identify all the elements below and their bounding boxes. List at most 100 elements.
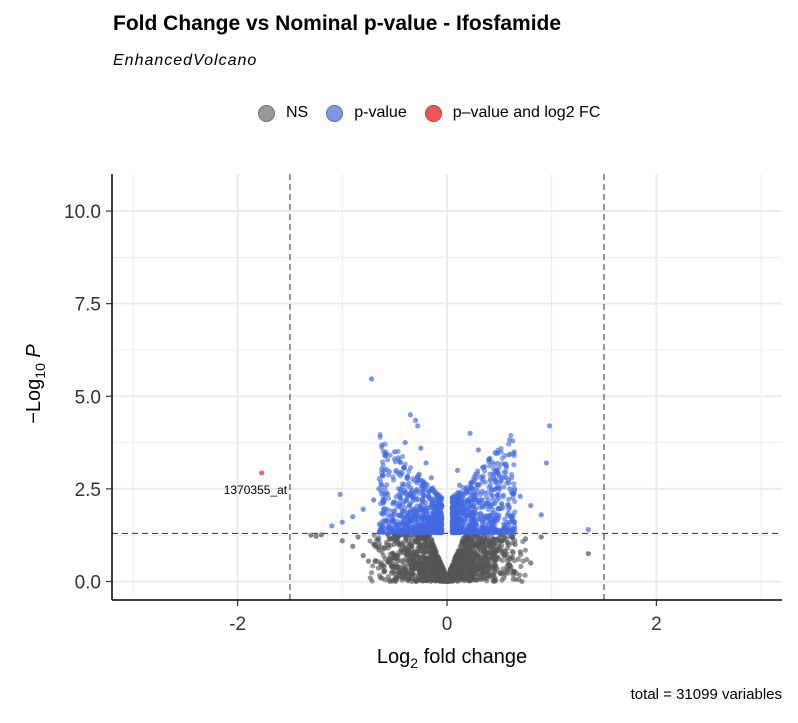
point-pvalue [428, 475, 434, 481]
point-ns [382, 577, 388, 583]
legend-item-pvalue-fc: p–value and log2 FC [424, 104, 600, 122]
point-pvalue [503, 469, 509, 475]
point-pvalue [507, 529, 514, 536]
point-pvalue [459, 497, 465, 503]
point-ns [370, 563, 376, 569]
y-tick-label: 0.0 [75, 572, 101, 593]
point-pvalue [546, 423, 553, 429]
point-pvalue [505, 502, 511, 508]
point-pvalue [397, 495, 403, 502]
point-pvalue [483, 500, 489, 507]
point-pvalue [389, 525, 395, 531]
point-pvalue [404, 520, 410, 526]
point-ns [498, 571, 504, 577]
point-ns [386, 555, 392, 561]
point-ns [455, 557, 461, 563]
point-ns [522, 536, 529, 542]
point-pvalue [403, 513, 410, 519]
point-pvalue [489, 525, 496, 531]
point-pvalue [377, 522, 383, 528]
point-ns [392, 563, 398, 569]
point-pvalue [395, 486, 402, 492]
point-pvalue [452, 512, 458, 518]
point-pvalue [384, 482, 390, 488]
point-ns [386, 536, 393, 542]
point-pvalue [495, 491, 502, 497]
point-pvalue [395, 455, 401, 461]
point-pvalue [438, 525, 444, 531]
point-ns [415, 536, 421, 542]
point-pvalue [469, 516, 475, 522]
point-ns [308, 532, 314, 538]
legend-item-pvalue: p-value [326, 104, 407, 122]
point-pvalue [413, 513, 419, 519]
point-pvalue [377, 434, 383, 440]
point-pvalue [480, 473, 486, 479]
point-ns [476, 561, 482, 567]
point-ns [367, 538, 373, 544]
point-pvalue [506, 496, 512, 502]
point-ns [444, 577, 450, 583]
point-pvalue [380, 463, 386, 469]
point-ns [313, 533, 319, 539]
point-pvalue [487, 463, 493, 469]
point-ns [433, 575, 440, 581]
point-ns [496, 547, 502, 553]
point-pvalue [511, 485, 517, 491]
point-ns [389, 578, 396, 584]
point-pvalue [403, 497, 409, 503]
point-pvalue [394, 500, 400, 506]
point-ns [402, 545, 408, 551]
point-ns [355, 534, 361, 540]
point-ns [318, 532, 324, 538]
point-ns [517, 549, 523, 555]
point-pvalue [402, 439, 408, 446]
point-pvalue [425, 489, 431, 495]
point-ns [422, 537, 428, 543]
point-ns [522, 547, 528, 553]
point-pvalue [472, 505, 479, 512]
point-pvalue [381, 517, 387, 523]
point-pvalue [381, 498, 387, 504]
point-ns [424, 577, 430, 583]
point-ns [418, 560, 424, 566]
point-pvalue [486, 456, 492, 462]
legend: NS p-value p–value and log2 FC [258, 104, 618, 122]
point-pvalue [407, 412, 413, 418]
point-pvalue [495, 450, 501, 456]
point-ns [418, 578, 424, 584]
point-pvalue [512, 509, 518, 515]
point-pvalue [464, 508, 470, 514]
point-pvalue [411, 518, 418, 524]
point-ns [585, 551, 591, 557]
point-pvalue [433, 504, 440, 510]
point-pvalue [416, 477, 422, 484]
legend-label-pvalue: p-value [354, 104, 407, 121]
point-pvalue [492, 479, 498, 486]
point-pvalue [423, 460, 429, 466]
point-ns [439, 572, 445, 578]
point-pvalue [418, 445, 424, 451]
point-ns [490, 547, 497, 553]
point-pvalue [506, 441, 512, 447]
point-pvalue [510, 438, 516, 444]
point-ns [470, 565, 476, 572]
point-pvalue [470, 528, 477, 534]
point-ns [481, 558, 487, 564]
point-ns [471, 561, 477, 568]
point-pvalue [413, 497, 419, 503]
point-pvalue [428, 496, 434, 502]
point-ns [400, 558, 406, 564]
point-pvalue [369, 376, 375, 382]
x-tick-label: 2 [651, 614, 662, 635]
point-ns [475, 577, 481, 583]
point-pvalue [400, 524, 406, 530]
point-pvalue [585, 527, 591, 533]
point-pvalue [416, 472, 422, 479]
point-ns [518, 563, 524, 570]
point-pvalue [492, 487, 498, 493]
point-ns [377, 572, 383, 579]
point-pvalue [392, 449, 398, 455]
point-ns [486, 538, 492, 544]
point-ns [397, 567, 403, 573]
